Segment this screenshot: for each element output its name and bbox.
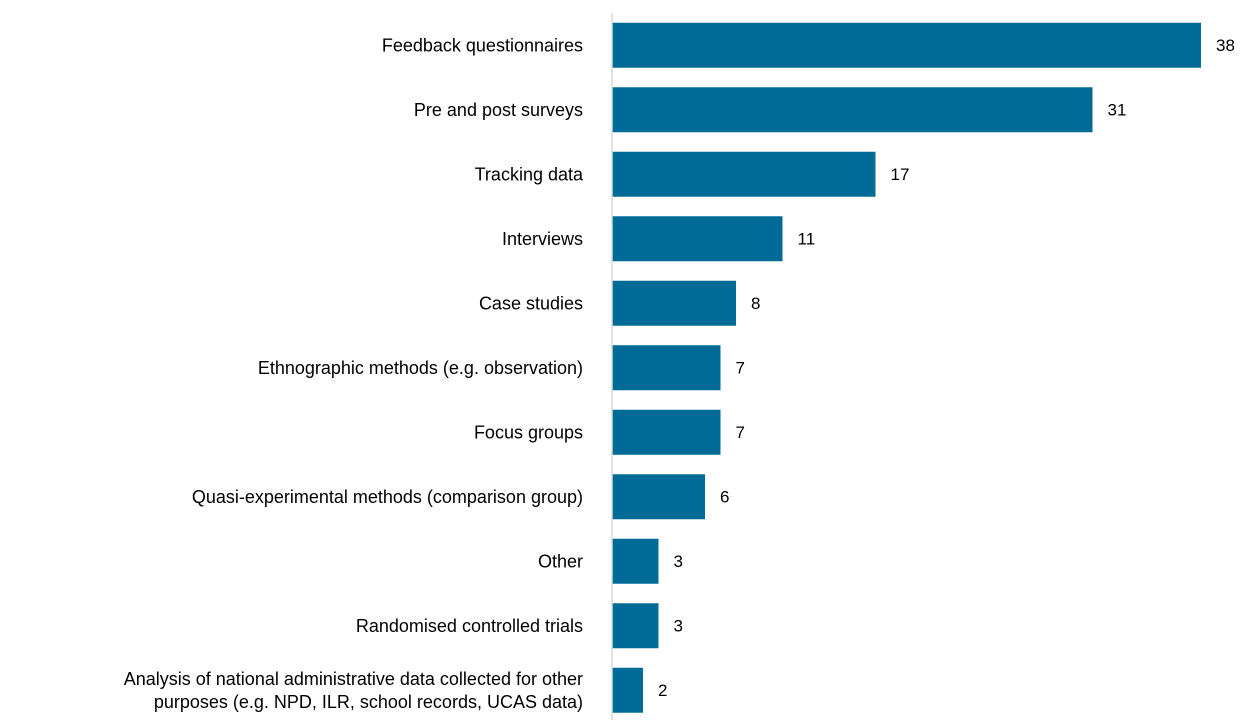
category-label: Interviews xyxy=(502,229,583,249)
category-labels: Feedback questionnaires Pre and post surv… xyxy=(124,35,584,712)
bar xyxy=(612,22,1201,68)
category-label: Quasi-experimental methods (comparison g… xyxy=(192,487,583,507)
category-label: Focus groups xyxy=(474,422,583,442)
category-label: Tracking data xyxy=(475,164,584,184)
bar-value-label: 31 xyxy=(1108,100,1127,119)
category-label: Ethnographic methods (e.g. observation) xyxy=(258,358,583,378)
category-label: Analysis of national administrative data… xyxy=(124,669,583,689)
bar-value-label: 7 xyxy=(736,423,745,442)
category-label: Randomised controlled trials xyxy=(356,616,583,636)
category-label: Case studies xyxy=(479,293,583,313)
bar-value-label: 17 xyxy=(891,165,910,184)
bar-value-label: 7 xyxy=(736,358,745,377)
bar xyxy=(612,603,659,649)
bar xyxy=(612,538,659,584)
bar xyxy=(612,216,783,262)
bar-value-label: 11 xyxy=(798,229,816,248)
bar-value-label: 3 xyxy=(674,552,683,571)
bar-value-label: 2 xyxy=(658,681,667,700)
bar-value-label: 8 xyxy=(751,294,760,313)
category-label: Feedback questionnaires xyxy=(382,35,583,55)
bar xyxy=(612,151,876,197)
bar xyxy=(612,409,721,455)
bars-layer xyxy=(612,22,1201,713)
bar xyxy=(612,280,736,326)
category-label: purposes (e.g. NPD, ILR, school records,… xyxy=(154,692,583,712)
bar xyxy=(612,667,643,713)
bar xyxy=(612,87,1093,133)
category-label: Other xyxy=(538,551,583,571)
bar xyxy=(612,345,721,391)
value-labels: 38 31 17 11 8 7 7 6 3 3 2 xyxy=(658,36,1235,700)
bar-value-label: 6 xyxy=(720,487,729,506)
category-label: Pre and post surveys xyxy=(414,100,583,120)
bar-value-label: 3 xyxy=(674,616,683,635)
bar xyxy=(612,474,705,520)
bar-value-label: 38 xyxy=(1216,36,1235,55)
